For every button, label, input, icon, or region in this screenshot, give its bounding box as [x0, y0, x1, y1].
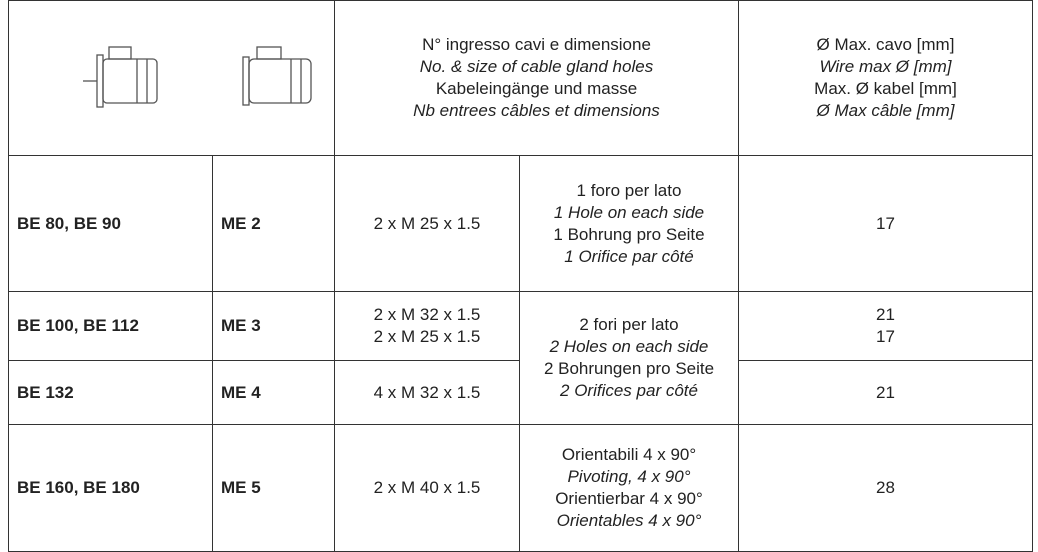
cell-text: 17 — [876, 213, 895, 233]
motor: BE 132 — [8, 360, 213, 425]
max: 17 — [738, 155, 1033, 292]
max-cable-header: Ø Max. cavo [mm] Wire max Ø [mm] Max. Ø … — [738, 0, 1033, 156]
glands: 2 x M 25 x 1.5 — [334, 155, 520, 292]
cable-entries-header: N° ingresso cavi e dimensione No. & size… — [334, 0, 739, 156]
cell-text: Orientierbar 4 x 90° — [555, 489, 703, 508]
glands: 4 x M 32 x 1.5 — [334, 360, 520, 425]
cell-text: ME 3 — [221, 316, 261, 335]
holes: Orientabili 4 x 90° Pivoting, 4 x 90° Or… — [519, 424, 739, 552]
cell-text: 1 foro per lato — [576, 180, 682, 200]
header-line: Wire max Ø [mm] — [819, 57, 952, 76]
header-line: Max. Ø kabel [mm] — [814, 79, 957, 98]
motor: BE 160, BE 180 — [8, 424, 213, 552]
cell-text: BE 132 — [17, 382, 74, 402]
me: ME 2 — [212, 155, 335, 292]
cell-text: 1 Bohrung pro Seite — [553, 224, 705, 244]
header-line: Nb entrees câbles et dimensions — [413, 101, 660, 120]
max: 28 — [738, 424, 1033, 552]
max: 21 — [738, 360, 1033, 425]
cell-text: 21 — [876, 382, 895, 402]
cell-text: Orientabili 4 x 90° — [561, 445, 697, 464]
glands: 2 x M 32 x 1.5 2 x M 25 x 1.5 — [334, 291, 520, 361]
cell-text: BE 160, BE 180 — [17, 478, 140, 497]
cell-text: BE 80, BE 90 — [17, 213, 121, 233]
holes: 1 foro per lato 1 Hole on each side 1 Bo… — [519, 155, 739, 292]
cable-table: N° ingresso cavi e dimensione No. & size… — [8, 0, 1033, 552]
cell-text: Pivoting, 4 x 90° — [567, 467, 691, 486]
cell-text: 4 x M 32 x 1.5 — [373, 382, 481, 402]
cell-text: 17 — [876, 327, 895, 346]
header-line: No. & size of cable gland holes — [419, 57, 654, 76]
cell-text: 2 x M 25 x 1.5 — [373, 327, 481, 346]
motor: BE 80, BE 90 — [8, 155, 213, 292]
me: ME 5 — [212, 424, 335, 552]
motor-icons — [8, 0, 335, 156]
cell-text: 2 fori per lato — [579, 315, 679, 334]
cell-text: ME 2 — [221, 213, 261, 233]
me: ME 4 — [212, 360, 335, 425]
cell-text: 28 — [876, 478, 895, 497]
header-line: Kabeleingänge und masse — [435, 79, 638, 98]
cell-text: 1 Orifice par côté — [564, 246, 694, 266]
cell-text: 2 Bohrungen pro Seite — [543, 359, 715, 378]
cell-text: Orientables 4 x 90° — [556, 511, 702, 530]
cell-text: 2 x M 25 x 1.5 — [373, 213, 481, 233]
header-line: N° ingresso cavi e dimensione — [422, 35, 651, 54]
cell-text: 2 x M 40 x 1.5 — [373, 478, 481, 497]
cell-text: ME 5 — [221, 478, 261, 497]
header-line: Ø Max câble [mm] — [816, 101, 955, 120]
cell-text: 2 x M 32 x 1.5 — [373, 305, 481, 324]
holes: 2 fori per lato 2 Holes on each side 2 B… — [519, 291, 739, 425]
motor: BE 100, BE 112 — [8, 291, 213, 361]
max: 21 17 — [738, 291, 1033, 361]
cell-text: ME 4 — [221, 382, 261, 402]
me: ME 3 — [212, 291, 335, 361]
glands: 2 x M 40 x 1.5 — [334, 424, 520, 552]
cell-text: 1 Hole on each side — [553, 202, 705, 222]
cell-text: 21 — [876, 305, 895, 324]
header-line: Ø Max. cavo [mm] — [816, 35, 955, 54]
cell-text: 2 Orifices par côté — [560, 381, 698, 400]
motor-drawings — [83, 46, 312, 108]
cell-text: BE 100, BE 112 — [17, 316, 139, 335]
cell-text: 2 Holes on each side — [549, 337, 709, 356]
